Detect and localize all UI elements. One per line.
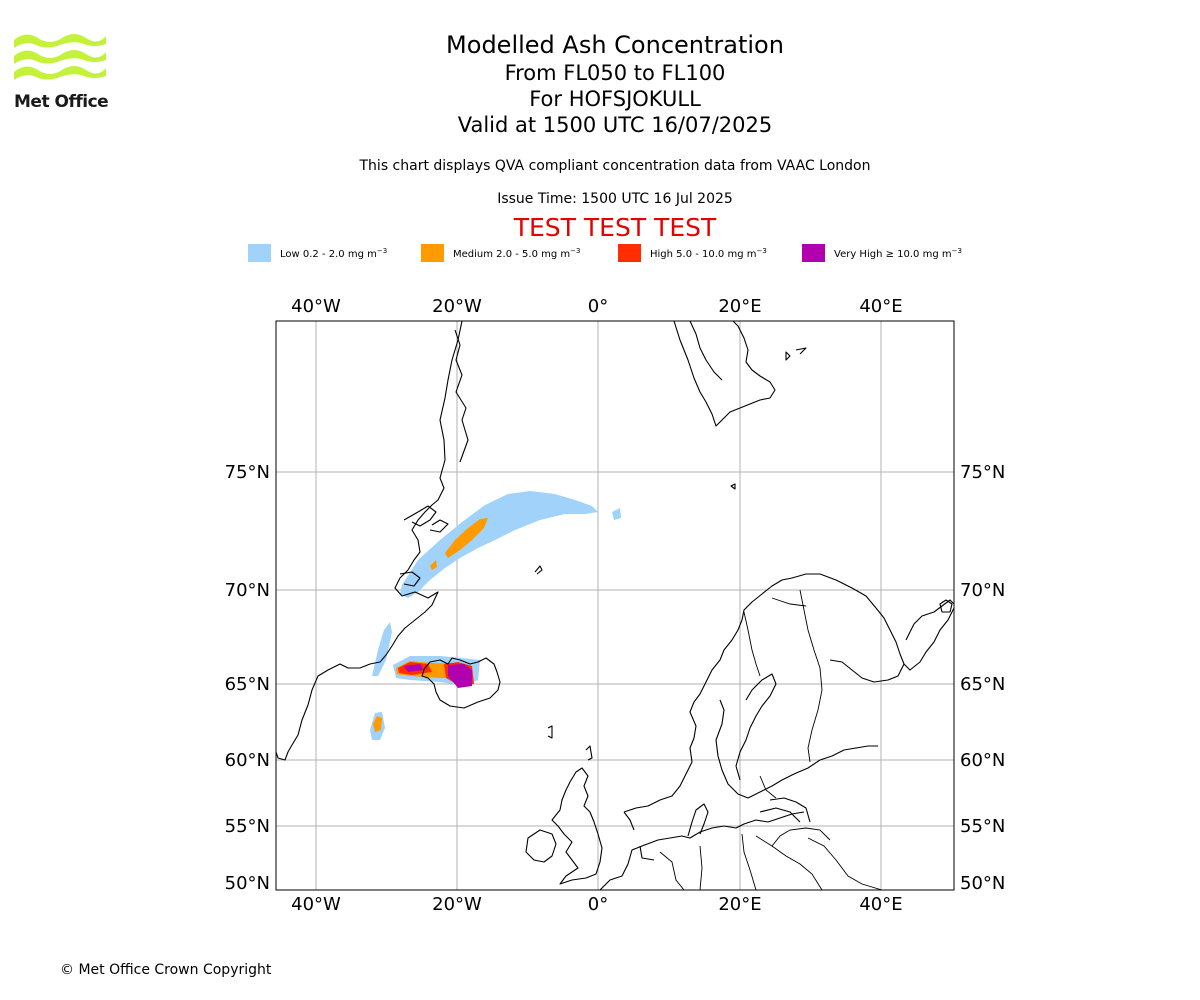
lat-label: 50°N	[225, 873, 270, 894]
chart-titles: Modelled Ash Concentration From FL050 to…	[0, 30, 1200, 138]
ash-low-region	[370, 491, 621, 740]
chart-description: This chart displays QVA compliant concen…	[359, 158, 871, 174]
lon-labels-bottom: 40°W 20°W 0° 20°E 40°E	[291, 894, 902, 915]
lat-label: 55°N	[225, 816, 270, 837]
lon-label: 40°W	[291, 296, 341, 317]
met-office-logo: Met Office	[14, 30, 109, 112]
lat-label: 75°N	[960, 462, 1005, 483]
valid-time: Valid at 1500 UTC 16/07/2025	[457, 113, 773, 137]
legend-swatch-very-high	[802, 244, 825, 262]
coastlines	[276, 321, 954, 890]
legend-swatch-low	[248, 244, 271, 262]
lon-label: 40°W	[291, 894, 341, 915]
legend-swatch-high	[618, 244, 641, 262]
copyright-notice: © Met Office Crown Copyright	[60, 962, 272, 978]
legend-label-low: Low 0.2 - 2.0 mg m	[280, 249, 377, 260]
lon-label: 20°E	[718, 296, 761, 317]
lat-label: 70°N	[225, 580, 270, 601]
chart-title: Modelled Ash Concentration	[446, 31, 784, 59]
ash-very-high-region	[404, 664, 472, 688]
volcano-name: For HOFSJOKULL	[529, 87, 701, 111]
lon-label: 20°E	[718, 894, 761, 915]
lon-label: 0°	[588, 894, 608, 915]
lat-label: 60°N	[225, 750, 270, 771]
lat-label: 55°N	[960, 816, 1005, 837]
lat-labels-right: 75°N 70°N 65°N 60°N 55°N 50°N	[960, 462, 1005, 894]
lat-label: 75°N	[225, 462, 270, 483]
legend-label-high: High 5.0 - 10.0 mg m	[650, 249, 757, 260]
map-frame	[275, 320, 955, 891]
lon-label: 20°W	[432, 894, 482, 915]
legend-swatch-medium	[421, 244, 444, 262]
legend-label-very-high: Very High ≥ 10.0 mg m	[834, 249, 952, 260]
lat-label: 60°N	[960, 750, 1005, 771]
met-office-wave-icon	[14, 34, 106, 80]
lon-label: 40°E	[859, 296, 902, 317]
logo-text: Met Office	[14, 92, 109, 112]
lon-label: 0°	[588, 296, 608, 317]
lon-label: 40°E	[859, 894, 902, 915]
flight-levels: From FL050 to FL100	[504, 61, 726, 85]
gridlines	[276, 321, 954, 890]
lon-labels-top: 40°W 20°W 0° 20°E 40°E	[291, 296, 902, 317]
lat-label: 50°N	[960, 873, 1005, 894]
lat-label: 65°N	[225, 674, 270, 695]
lon-label: 20°W	[432, 296, 482, 317]
country-borders	[659, 589, 883, 890]
lat-label: 65°N	[960, 674, 1005, 695]
lat-labels-left: 75°N 70°N 65°N 60°N 55°N 50°N	[225, 462, 270, 894]
issue-time: Issue Time: 1500 UTC 16 Jul 2025	[497, 191, 733, 207]
lat-label: 70°N	[960, 580, 1005, 601]
test-banner: TEST TEST TEST	[513, 213, 717, 242]
legend-label-medium: Medium 2.0 - 5.0 mg m	[453, 249, 571, 260]
